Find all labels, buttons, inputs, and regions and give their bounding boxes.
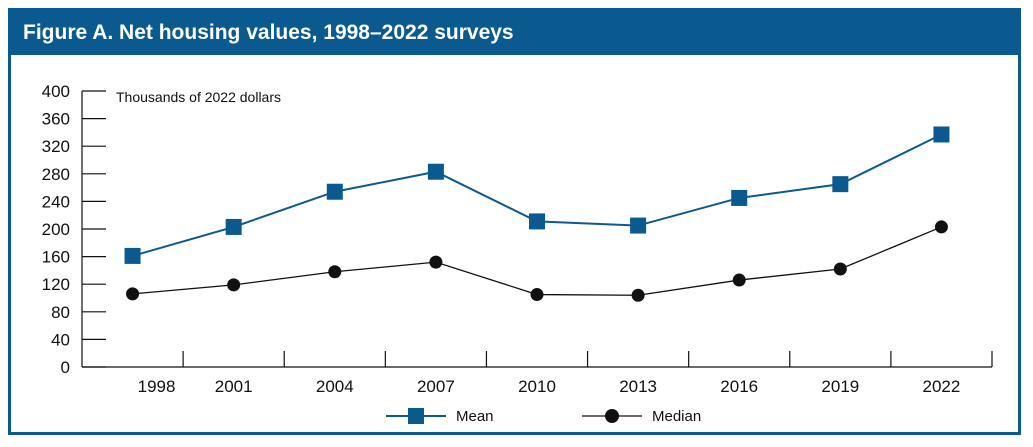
median-series-line: [132, 226, 942, 296]
median-point: [732, 273, 746, 287]
x-tick-label: 1998: [138, 377, 176, 396]
mean-point: [529, 213, 545, 230]
x-tick-label: 2004: [316, 377, 354, 396]
mean-point: [731, 189, 748, 206]
median-point: [631, 288, 645, 302]
y-tick-label: 320: [42, 137, 70, 156]
x-tick-label: 2013: [619, 377, 657, 396]
median-point: [934, 220, 948, 234]
mean-series-line: [132, 133, 942, 257]
median-point: [227, 278, 241, 292]
legend-mean-marker: [408, 408, 424, 424]
mean-point: [326, 183, 343, 200]
legend-median-label: Median: [652, 408, 701, 425]
median-point: [328, 265, 342, 279]
figure-frame: Figure A. Net housing values, 1998–2022 …: [8, 8, 1021, 435]
mean-point: [124, 247, 141, 264]
median-point: [126, 287, 140, 301]
median-point: [833, 262, 847, 276]
mean-point: [630, 217, 647, 234]
y-tick-label: 80: [51, 303, 70, 322]
x-tick-label: 2022: [923, 377, 961, 396]
y-axis-unit-label: Thousands of 2022 dollars: [116, 89, 281, 105]
legend-mean-label: Mean: [456, 408, 494, 425]
y-tick-label: 160: [42, 248, 70, 267]
y-tick-label: 40: [51, 330, 70, 349]
y-tick-label: 120: [42, 275, 70, 294]
y-tick-label: 0: [61, 358, 70, 377]
mean-point: [427, 163, 444, 180]
mean-point: [933, 126, 950, 143]
x-tick-label: 2019: [821, 377, 859, 396]
median-point: [530, 288, 544, 302]
y-tick-label: 200: [42, 220, 70, 239]
y-tick-label: 360: [42, 110, 70, 129]
x-tick-label: 2001: [215, 377, 253, 396]
y-tick-label: 280: [42, 165, 70, 184]
y-tick-label: 400: [42, 82, 70, 101]
x-tick-label: 2016: [720, 377, 758, 396]
mean-point: [225, 218, 242, 235]
y-tick-label: 240: [42, 192, 70, 211]
median-point: [429, 255, 443, 269]
x-tick-label: 2010: [518, 377, 556, 396]
figure-title: Figure A. Net housing values, 1998–2022 …: [11, 11, 1018, 55]
x-tick-label: 2007: [417, 377, 455, 396]
legend-median-marker: [605, 409, 619, 423]
mean-point: [832, 176, 849, 193]
